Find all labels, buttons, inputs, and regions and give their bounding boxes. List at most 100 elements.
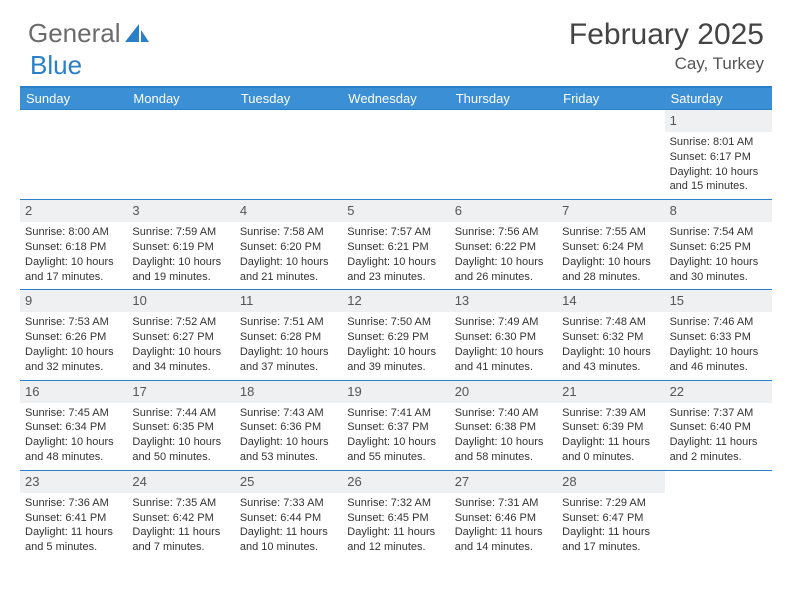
day-number: 3: [132, 203, 139, 218]
day-cell: 27 Sunrise: 7:31 AMSunset: 6:46 PMDayligh…: [450, 471, 557, 560]
day-number-row: 20: [450, 381, 557, 403]
day-cell: 17Sunrise: 7:44 AMSunset: 6:35 PMDayligh…: [127, 381, 234, 470]
day-details: Sunrise: 7:58 AMSunset: 6:20 PMDaylight:…: [240, 225, 337, 284]
day-details: Sunrise: 7:50 AMSunset: 6:29 PMDaylight:…: [347, 315, 444, 374]
header: General February 2025 Cay, Turkey: [0, 0, 792, 82]
day-number-row: 22: [665, 381, 772, 403]
day-number-row: 9: [20, 290, 127, 312]
day-cell: 26 Sunrise: 7:32 AMSunset: 6:45 PMDayligh…: [342, 471, 449, 560]
empty-cell: [450, 110, 557, 199]
day-number-row: 8: [665, 200, 772, 222]
day-details: Sunrise: 7:51 AMSunset: 6:28 PMDaylight:…: [240, 315, 337, 374]
day-number-row: 21: [557, 381, 664, 403]
weekday-header: Monday: [127, 88, 234, 109]
day-number-row: 23: [20, 471, 127, 493]
weekday-header: Saturday: [665, 88, 772, 109]
day-cell: 5 Sunrise: 7:57 AMSunset: 6:21 PMDaylight…: [342, 200, 449, 289]
day-details: Sunrise: 8:00 AMSunset: 6:18 PMDaylight:…: [25, 225, 122, 284]
day-details: Sunrise: 7:32 AMSunset: 6:45 PMDaylight:…: [347, 496, 444, 555]
location: Cay, Turkey: [569, 54, 764, 74]
day-number-row: 24: [127, 471, 234, 493]
week-row: 9 Sunrise: 7:53 AMSunset: 6:26 PMDaylight…: [20, 289, 772, 379]
day-cell: 2 Sunrise: 8:00 AMSunset: 6:18 PMDaylight…: [20, 200, 127, 289]
weekday-header: Wednesday: [342, 88, 449, 109]
day-number-row: 26: [342, 471, 449, 493]
day-number: 23: [25, 474, 39, 489]
day-details: Sunrise: 7:33 AMSunset: 6:44 PMDaylight:…: [240, 496, 337, 555]
weekday-header: Sunday: [20, 88, 127, 109]
day-details: Sunrise: 7:44 AMSunset: 6:35 PMDaylight:…: [132, 406, 229, 465]
day-number: 7: [562, 203, 569, 218]
day-details: Sunrise: 7:43 AMSunset: 6:36 PMDaylight:…: [240, 406, 337, 465]
day-details: Sunrise: 7:39 AMSunset: 6:39 PMDaylight:…: [562, 406, 659, 465]
day-number-row: 1: [665, 110, 772, 132]
day-number: 4: [240, 203, 247, 218]
day-cell: 19Sunrise: 7:41 AMSunset: 6:37 PMDayligh…: [342, 381, 449, 470]
day-number: 12: [347, 293, 361, 308]
day-cell: 25 Sunrise: 7:33 AMSunset: 6:44 PMDayligh…: [235, 471, 342, 560]
day-details: Sunrise: 7:55 AMSunset: 6:24 PMDaylight:…: [562, 225, 659, 284]
weekday-header: Tuesday: [235, 88, 342, 109]
week-row: 16Sunrise: 7:45 AMSunset: 6:34 PMDayligh…: [20, 380, 772, 470]
day-cell: 22Sunrise: 7:37 AMSunset: 6:40 PMDayligh…: [665, 381, 772, 470]
weekday-header: Friday: [557, 88, 664, 109]
logo-sail-icon: [125, 24, 151, 44]
day-details: Sunrise: 7:54 AMSunset: 6:25 PMDaylight:…: [670, 225, 767, 284]
week-row: 1 Sunrise: 8:01 AMSunset: 6:17 PMDaylight…: [20, 109, 772, 199]
day-number: 20: [455, 384, 469, 399]
day-number: 15: [670, 293, 684, 308]
day-number: 18: [240, 384, 254, 399]
day-number-row: 28: [557, 471, 664, 493]
day-number: 2: [25, 203, 32, 218]
day-details: Sunrise: 7:57 AMSunset: 6:21 PMDaylight:…: [347, 225, 444, 284]
day-number: 27: [455, 474, 469, 489]
weekday-header-row: SundayMondayTuesdayWednesdayThursdayFrid…: [20, 88, 772, 109]
day-details: Sunrise: 7:49 AMSunset: 6:30 PMDaylight:…: [455, 315, 552, 374]
empty-cell: [557, 110, 664, 199]
day-cell: 7 Sunrise: 7:55 AMSunset: 6:24 PMDaylight…: [557, 200, 664, 289]
empty-cell: [127, 110, 234, 199]
day-number: 6: [455, 203, 462, 218]
day-cell: 23 Sunrise: 7:36 AMSunset: 6:41 PMDayligh…: [20, 471, 127, 560]
day-number: 26: [347, 474, 361, 489]
day-details: Sunrise: 7:52 AMSunset: 6:27 PMDaylight:…: [132, 315, 229, 374]
day-details: Sunrise: 8:01 AMSunset: 6:17 PMDaylight:…: [670, 135, 767, 194]
day-number-row: 10: [127, 290, 234, 312]
day-number: 8: [670, 203, 677, 218]
day-number: 13: [455, 293, 469, 308]
day-cell: 13 Sunrise: 7:49 AMSunset: 6:30 PMDayligh…: [450, 290, 557, 379]
day-number-row: 6: [450, 200, 557, 222]
day-details: Sunrise: 7:53 AMSunset: 6:26 PMDaylight:…: [25, 315, 122, 374]
empty-cell: [342, 110, 449, 199]
day-details: Sunrise: 7:36 AMSunset: 6:41 PMDaylight:…: [25, 496, 122, 555]
day-cell: 6Sunrise: 7:56 AMSunset: 6:22 PMDaylight…: [450, 200, 557, 289]
day-details: Sunrise: 7:59 AMSunset: 6:19 PMDaylight:…: [132, 225, 229, 284]
day-cell: 11Sunrise: 7:51 AMSunset: 6:28 PMDayligh…: [235, 290, 342, 379]
day-details: Sunrise: 7:41 AMSunset: 6:37 PMDaylight:…: [347, 406, 444, 465]
day-cell: 3 Sunrise: 7:59 AMSunset: 6:19 PMDaylight…: [127, 200, 234, 289]
day-number: 16: [25, 384, 39, 399]
day-cell: 1 Sunrise: 8:01 AMSunset: 6:17 PMDaylight…: [665, 110, 772, 199]
title-block: February 2025 Cay, Turkey: [569, 18, 764, 74]
day-cell: 9 Sunrise: 7:53 AMSunset: 6:26 PMDaylight…: [20, 290, 127, 379]
day-cell: 8 Sunrise: 7:54 AMSunset: 6:25 PMDaylight…: [665, 200, 772, 289]
day-number: 14: [562, 293, 576, 308]
calendar: SundayMondayTuesdayWednesdayThursdayFrid…: [20, 86, 772, 560]
day-number: 10: [132, 293, 146, 308]
week-row: 2 Sunrise: 8:00 AMSunset: 6:18 PMDaylight…: [20, 199, 772, 289]
day-details: Sunrise: 7:31 AMSunset: 6:46 PMDaylight:…: [455, 496, 552, 555]
day-number-row: 5: [342, 200, 449, 222]
day-details: Sunrise: 7:29 AMSunset: 6:47 PMDaylight:…: [562, 496, 659, 555]
day-number-row: 2: [20, 200, 127, 222]
day-number-row: 7: [557, 200, 664, 222]
empty-cell: [665, 471, 772, 560]
logo-text-2: Blue: [30, 50, 82, 81]
day-number: 1: [670, 113, 677, 128]
day-number-row: 3: [127, 200, 234, 222]
day-details: Sunrise: 7:46 AMSunset: 6:33 PMDaylight:…: [670, 315, 767, 374]
day-number-row: 15: [665, 290, 772, 312]
day-number: 5: [347, 203, 354, 218]
day-cell: 14Sunrise: 7:48 AMSunset: 6:32 PMDayligh…: [557, 290, 664, 379]
day-number: 25: [240, 474, 254, 489]
logo-text-1: General: [28, 18, 121, 49]
